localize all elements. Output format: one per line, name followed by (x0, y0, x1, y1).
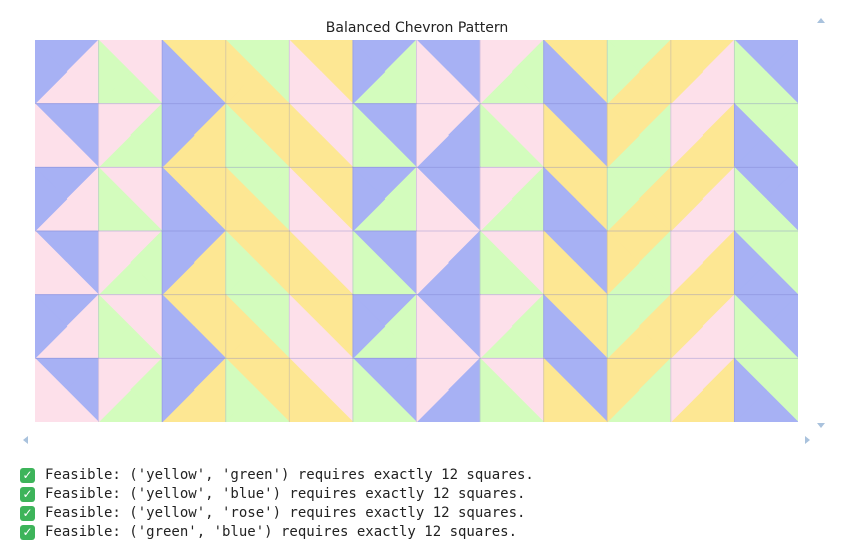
triangle-left (352, 40, 386, 105)
triangle-left (35, 357, 68, 422)
triangle-left (734, 357, 767, 422)
triangle-left (98, 357, 131, 422)
triangle-left (543, 357, 577, 422)
log-line-text: Feasible: ('yellow', 'green') requires e… (45, 467, 534, 483)
triangle-left (161, 230, 195, 296)
triangle-left (288, 40, 322, 105)
triangle-left (98, 230, 131, 296)
triangle-left (416, 293, 449, 360)
check-mark-icon: ✓ (20, 468, 35, 483)
triangle-left (416, 166, 449, 232)
scroll-up-arrow-icon[interactable] (817, 18, 825, 23)
check-mark-icon: ✓ (20, 506, 35, 521)
log-line: ✓ Feasible: ('yellow', 'green') requires… (20, 466, 840, 485)
triangle-left (225, 102, 259, 169)
log-line-text: Feasible: ('yellow', 'blue') requires ex… (45, 486, 526, 502)
output-log: ✓ Feasible: ('yellow', 'green') requires… (20, 466, 840, 542)
chevron-pattern-plot (35, 40, 798, 422)
triangle-left (479, 102, 513, 169)
triangle-left (98, 166, 131, 232)
check-mark-icon: ✓ (20, 487, 35, 502)
triangle-left (352, 166, 386, 232)
triangle-left (479, 166, 513, 232)
triangle-left (288, 230, 322, 296)
triangle-left (670, 102, 704, 169)
triangle-left (606, 166, 640, 232)
triangle-left (479, 293, 513, 360)
triangle-left (670, 293, 704, 360)
triangle-left (416, 357, 449, 422)
triangle-left (416, 40, 449, 105)
triangle-left (161, 40, 195, 105)
triangle-left (352, 293, 386, 360)
triangle-left (606, 40, 640, 105)
triangle-left (352, 230, 386, 296)
triangle-left (352, 102, 386, 169)
log-line: ✓ Feasible: ('green', 'blue') requires e… (20, 523, 840, 542)
triangle-left (543, 230, 577, 296)
triangle-left (161, 357, 195, 422)
log-line-text: Feasible: ('green', 'blue') requires exa… (45, 524, 518, 540)
triangle-left (734, 293, 767, 360)
log-line: ✓ Feasible: ('yellow', 'rose') requires … (20, 504, 840, 523)
plot-title: Balanced Chevron Pattern (325, 20, 509, 36)
triangle-left (670, 166, 704, 232)
triangle-left (670, 357, 704, 422)
triangle-left (416, 102, 449, 169)
triangle-left (606, 357, 640, 422)
triangle-left (225, 166, 259, 232)
triangle-left (288, 357, 322, 422)
triangle-left (352, 357, 386, 422)
log-line: ✓ Feasible: ('yellow', 'blue') requires … (20, 485, 840, 504)
log-line-text: Feasible: ('yellow', 'rose') requires ex… (45, 505, 526, 521)
triangle-left (734, 166, 767, 232)
triangle-left (670, 40, 704, 105)
triangle-left (288, 166, 322, 232)
triangle-left (543, 293, 577, 360)
triangle-left (416, 230, 449, 296)
triangle-left (161, 166, 195, 232)
triangle-left (479, 230, 513, 296)
triangle-left (734, 40, 767, 105)
triangle-left (606, 293, 640, 360)
triangle-left (479, 357, 513, 422)
triangle-left (161, 102, 195, 169)
triangle-left (670, 230, 704, 296)
triangle-left (98, 293, 131, 360)
triangle-left (734, 102, 767, 169)
scroll-right-arrow-icon[interactable] (805, 436, 810, 444)
scroll-left-arrow-icon[interactable] (23, 436, 28, 444)
triangle-left (35, 166, 68, 232)
triangle-left (288, 102, 322, 169)
triangle-left (35, 230, 68, 296)
triangle-left (35, 294, 68, 359)
triangle-left (35, 40, 68, 105)
triangle-left (161, 293, 195, 360)
triangle-left (35, 103, 68, 168)
triangle-left (543, 102, 577, 169)
triangle-left (98, 40, 131, 105)
triangle-left (479, 40, 513, 105)
triangle-left (225, 357, 259, 422)
triangle-left (98, 102, 131, 169)
triangle-left (543, 166, 577, 232)
triangle-left (543, 40, 577, 105)
output-scroll-area[interactable]: Balanced Chevron Pattern (0, 0, 844, 450)
scroll-down-arrow-icon[interactable] (817, 423, 825, 428)
triangle-left (225, 293, 259, 360)
triangle-left (225, 230, 259, 296)
triangle-left (225, 40, 259, 105)
triangle-left (606, 230, 640, 296)
check-mark-icon: ✓ (20, 525, 35, 540)
triangle-left (734, 230, 767, 296)
triangle-left (288, 293, 322, 360)
triangle-left (606, 102, 640, 169)
